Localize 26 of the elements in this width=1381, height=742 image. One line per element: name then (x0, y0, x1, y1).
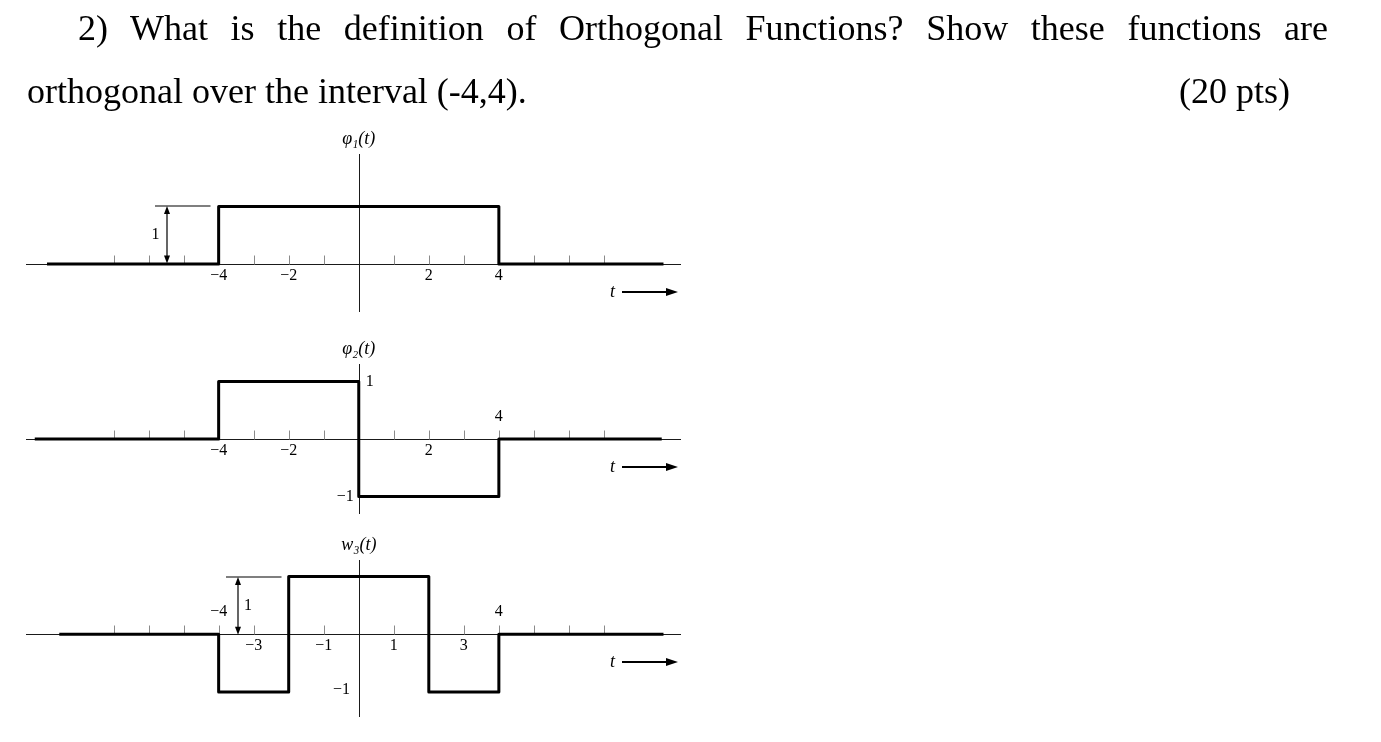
annotation: 4 (494, 406, 503, 424)
annotation: −4 (210, 602, 228, 620)
annotation: −1 (336, 486, 354, 504)
x-tick-label: −4 (210, 265, 228, 283)
x-axis-title: t (609, 650, 616, 671)
x-tick-label: −4 (210, 440, 228, 458)
x-tick-label: 2 (424, 440, 433, 458)
x-tick-label: −1 (315, 636, 333, 654)
x-axis-title: t (609, 455, 616, 476)
annotation: −1 (332, 680, 350, 698)
x-tick-label: −2 (280, 440, 298, 458)
annotation: 1 (151, 224, 160, 242)
x-tick-label: −2 (280, 265, 298, 283)
y-axis-title: φ₁(t) (342, 127, 376, 149)
x-tick-label: −3 (245, 636, 263, 654)
y-axis-title: φ₂(t) (342, 337, 376, 359)
annotation: 4 (494, 602, 503, 620)
chart-title: 2) What is the definition of Orthogonal Functions? Show these functions are orthogonal over the interval (-4,4). (20 pts) (27, 6, 1328, 113)
x-axis-title: t (609, 280, 616, 301)
x-tick-label: 1 (389, 636, 398, 654)
annotation: 1 (365, 371, 374, 389)
annotation: 1 (244, 595, 252, 613)
x-tick-label: 4 (494, 265, 503, 283)
y-axis-title: w₃(t) (341, 533, 377, 555)
x-tick-label: 3 (459, 636, 468, 654)
x-tick-label: 2 (424, 265, 433, 283)
